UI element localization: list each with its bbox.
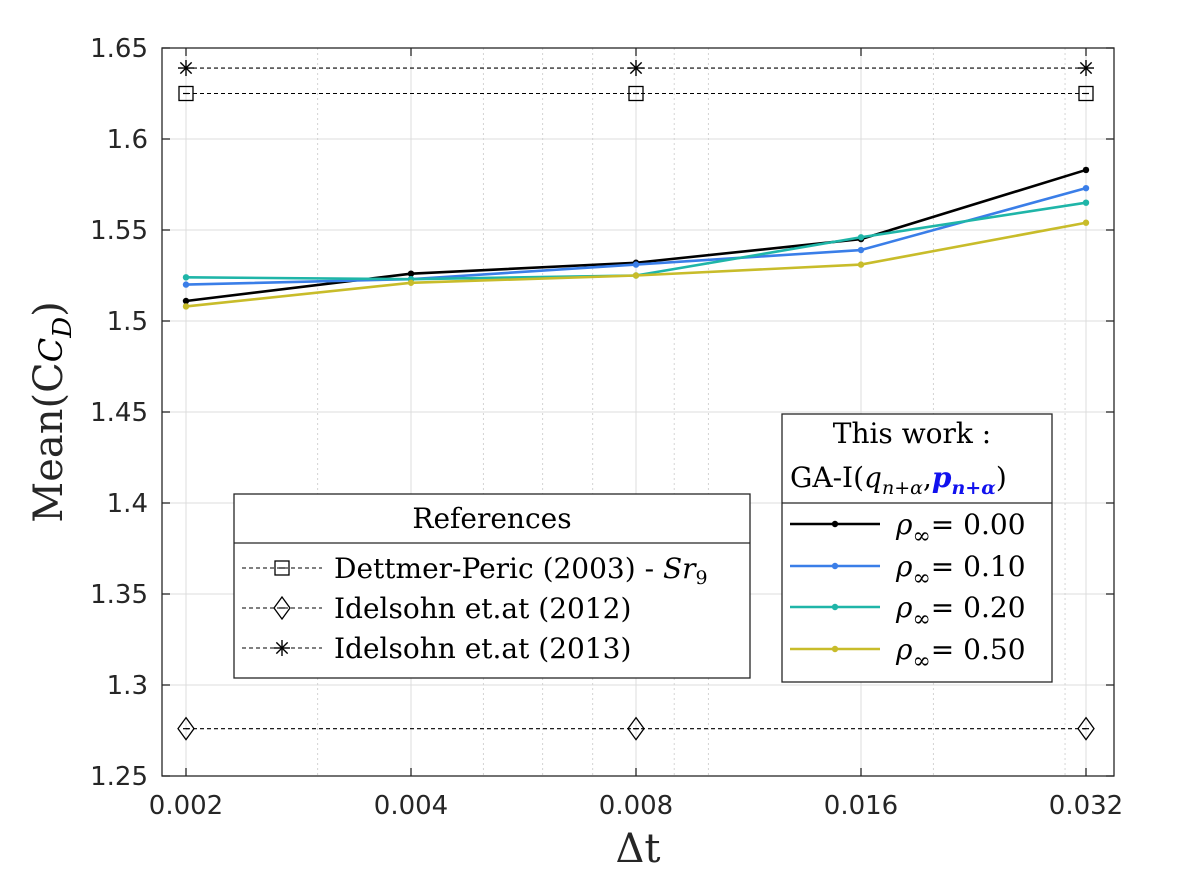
y-tick-label: 1.45	[90, 398, 148, 428]
reference-point-dettmer	[628, 85, 644, 102]
diamond-marker	[177, 716, 195, 741]
this-work-legend: This work : GA-I(qn+α,pn+α) ρ∞= 0.00ρ∞= …	[781, 413, 1053, 683]
legend-label-idelsohn2012: Idelsohn et.at (2012)	[334, 592, 631, 625]
x-tick-label: 0.016	[824, 791, 898, 821]
diamond-marker	[273, 595, 291, 621]
reference-point-idelsohn2013	[628, 60, 644, 77]
y-tick-label: 1.3	[107, 671, 148, 701]
legend-marker-idelsohn2012	[273, 595, 291, 621]
this-work-legend-entries: ρ∞= 0.00ρ∞= 0.10ρ∞= 0.20ρ∞= 0.50	[790, 508, 1026, 674]
reference-point-idelsohn2012	[627, 716, 645, 741]
y-tick-label: 1.4	[107, 489, 148, 519]
y-tick-label: 1.35	[90, 580, 148, 610]
square-marker	[274, 560, 290, 576]
data-point-rho020	[182, 274, 190, 281]
x-tick-label: 0.004	[374, 791, 448, 821]
legend-marker-rho000	[831, 520, 839, 528]
x-axis-title: Δt	[616, 826, 661, 872]
legend-marker-rho010	[831, 562, 839, 570]
data-point-rho050	[407, 279, 415, 286]
data-point-rho050	[1082, 219, 1090, 226]
data-point-rho000	[407, 270, 415, 277]
square-marker	[178, 85, 194, 102]
references-legend: References Dettmer-Peric (2003) - Sr9Ide…	[233, 493, 751, 679]
data-point-rho010	[182, 281, 190, 288]
data-point-rho020	[857, 234, 865, 241]
legend-label-idelsohn2013: Idelsohn et.at (2013)	[334, 632, 631, 665]
legend-marker-idelsohn2013	[274, 640, 290, 656]
asterisk-marker-stroke	[179, 61, 193, 75]
x-tick-label: 0.008	[599, 791, 673, 821]
y-tick-label: 1.55	[90, 216, 148, 246]
legend-marker-rho020	[831, 603, 839, 611]
x-tick-label: 0.032	[1049, 791, 1123, 821]
data-point-rho020	[1082, 199, 1090, 206]
this-work-legend-title: This work :	[833, 417, 991, 450]
reference-point-dettmer	[178, 85, 194, 102]
asterisk-marker-stroke	[275, 641, 289, 655]
y-tick-label: 1.25	[90, 762, 148, 792]
y-tick-label: 1.65	[90, 34, 148, 64]
diamond-marker	[627, 716, 645, 741]
axis-ticks: 1.25 1.3 1.35 1.4 1.45 1.5 1.55 1.6 1.65 0.002 0.0…	[90, 34, 1123, 821]
legend-marker-dettmer	[274, 560, 290, 576]
reference-point-idelsohn2013	[1078, 60, 1094, 77]
this-work-legend-subtitle: GA-I(qn+α,pn+α)	[790, 461, 1007, 499]
this-work-legend-box	[781, 413, 1053, 683]
legend-label-rho050: ρ∞= 0.50	[895, 633, 1026, 674]
square-marker	[1078, 85, 1094, 102]
x-tick-label: 0.002	[149, 791, 223, 821]
y-tick-label: 1.6	[107, 125, 148, 155]
square-marker	[628, 85, 644, 102]
reference-point-idelsohn2012	[1077, 716, 1095, 741]
reference-point-idelsohn2012	[177, 716, 195, 741]
legend-label-rho020: ρ∞= 0.20	[895, 591, 1026, 632]
data-point-rho000	[182, 297, 190, 305]
asterisk-marker-stroke	[1079, 61, 1093, 75]
series-lines	[182, 166, 1090, 310]
references-legend-title: References	[412, 502, 571, 535]
data-point-rho000	[1082, 166, 1090, 174]
diamond-marker	[1077, 716, 1095, 741]
asterisk-marker-stroke	[629, 61, 643, 75]
legend-marker-rho050	[831, 645, 839, 653]
legend-label-rho010: ρ∞= 0.10	[895, 550, 1026, 591]
reference-lines	[177, 60, 1095, 741]
data-point-rho010	[857, 246, 865, 254]
legend-label-rho000: ρ∞= 0.00	[895, 508, 1026, 549]
data-point-rho010	[632, 261, 640, 268]
references-legend-box	[233, 493, 751, 679]
reference-point-dettmer	[1078, 85, 1094, 102]
reference-point-idelsohn2013	[178, 60, 194, 77]
legend-label-dettmer: Dettmer-Peric (2003) - Sr9	[334, 552, 708, 589]
data-point-rho050	[632, 272, 640, 279]
y-tick-label: 1.5	[107, 307, 148, 337]
data-point-rho050	[182, 303, 190, 310]
y-axis-title: Mean(CCD)	[26, 301, 78, 522]
data-point-rho010	[1082, 184, 1090, 192]
data-point-rho050	[857, 261, 865, 268]
